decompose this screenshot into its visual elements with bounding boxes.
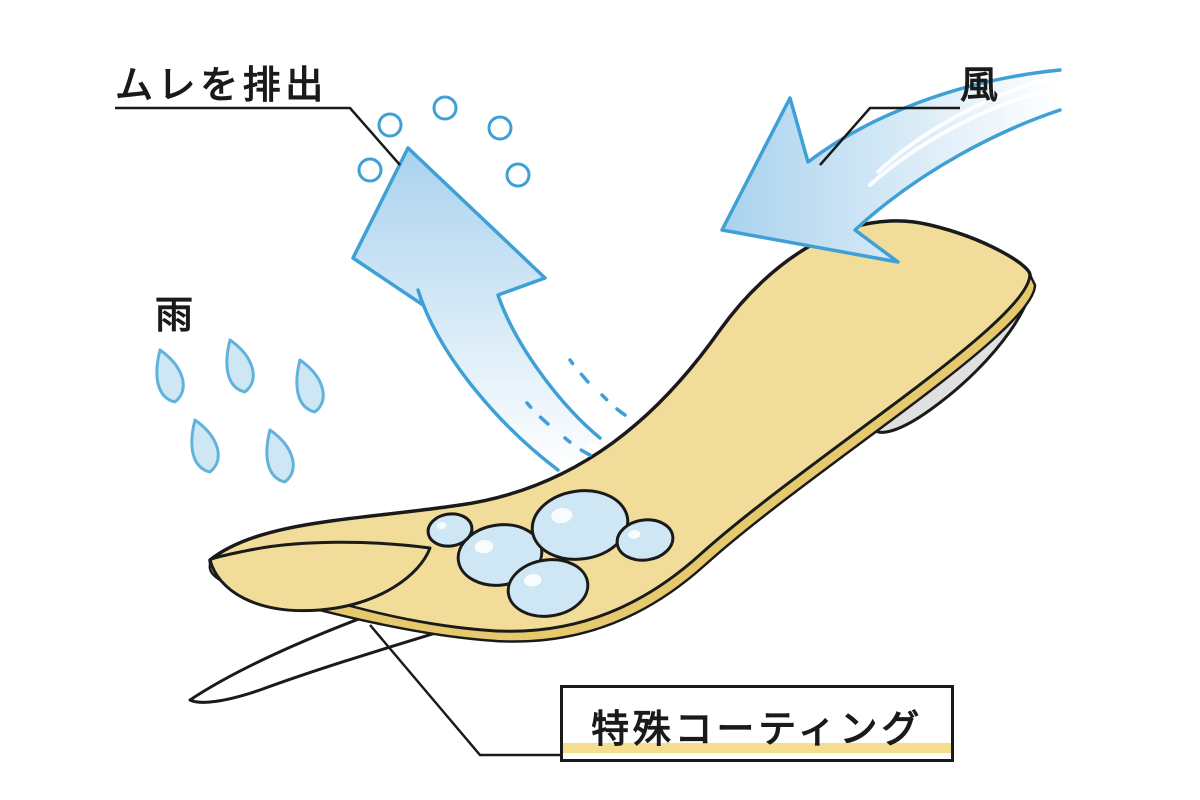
raindrops <box>148 336 328 485</box>
vapor-dots <box>359 97 529 186</box>
diagram-canvas: ムレを排出雨 風 <box>0 0 1200 800</box>
wind-label: 風 <box>960 65 1003 107</box>
rain-label: 雨 <box>155 295 198 337</box>
coating-label-box: 特殊コーティング <box>560 685 954 762</box>
coating-label-text: 特殊コーティング <box>591 709 923 751</box>
moisture-arrow <box>353 148 625 470</box>
moisture-out-label: ムレを排出 <box>115 65 328 107</box>
